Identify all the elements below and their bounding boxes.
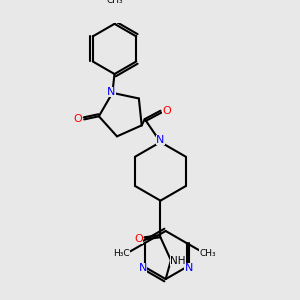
Text: O: O xyxy=(74,114,82,124)
Text: N: N xyxy=(184,263,193,273)
Text: O: O xyxy=(134,234,143,244)
Text: N: N xyxy=(156,135,165,145)
Text: N: N xyxy=(139,263,147,273)
Text: N: N xyxy=(107,87,116,97)
Text: H₃C: H₃C xyxy=(113,249,130,258)
Text: NH: NH xyxy=(170,256,186,266)
Text: CH₃: CH₃ xyxy=(106,0,123,5)
Text: CH₃: CH₃ xyxy=(199,249,216,258)
Text: O: O xyxy=(162,106,171,116)
